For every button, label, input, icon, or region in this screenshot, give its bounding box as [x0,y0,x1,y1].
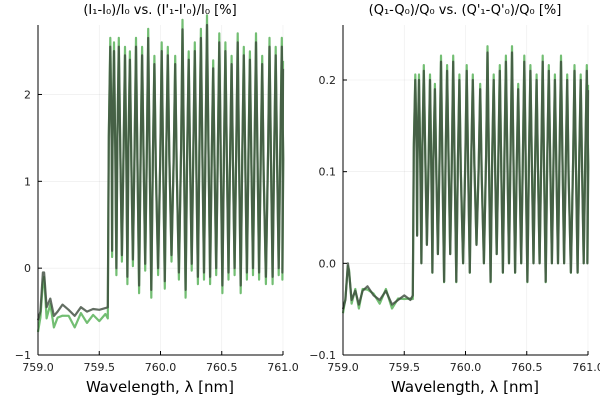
left-x-axis-label: Wavelength, λ [nm] [86,378,234,396]
right-x-tick-label-0: 759.0 [327,361,359,374]
left-y-tick-label-2: 1 [24,175,31,188]
left-x-tick-label-4: 761.0 [267,361,299,374]
left-series-group [36,14,285,333]
right-y-tick-label-0: −0.1 [309,349,336,362]
right-x-axis-label: Wavelength, λ [nm] [391,378,539,396]
right-series-group [341,45,590,314]
right-y-tick-label-3: 0.2 [319,74,337,87]
right-series-line-1 [341,51,590,310]
left-y-tick-label-3: 2 [24,88,31,101]
left-y-tick-label-0: −1 [15,349,31,362]
right-x-tick-label-1: 759.5 [389,361,421,374]
right-x-tick-label-2: 760.0 [450,361,482,374]
left-x-tick-label-1: 759.5 [84,361,116,374]
left-axes: 759.0 759.5 760.0 760.5 761.0 −1 0 1 2 [15,25,299,374]
right-axes: 759.0 759.5 760.0 760.5 761.0 −0.1 0.0 0.1 0.2 [309,25,600,374]
left-x-tick-label-2: 760.0 [145,361,177,374]
right-x-tick-label-3: 760.5 [511,361,543,374]
left-chart-title: (I₁-I₀)/I₀ vs. (I'₁-I'₀)/I₀ [%] [83,3,236,18]
right-x-tick-label-4: 761.0 [572,361,600,374]
left-x-tick-label-0: 759.0 [22,361,54,374]
right-y-tick-label-1: 0.0 [319,257,337,270]
left-x-tick-label-3: 760.5 [206,361,238,374]
right-chart-title: (Q₁-Q₀)/Q₀ vs. (Q'₁-Q'₀)/Q₀ [%] [369,3,562,18]
left-chart: (I₁-I₀)/I₀ vs. (I'₁-I'₀)/I₀ [%] 759.0 759… [15,3,299,396]
right-chart: (Q₁-Q₀)/Q₀ vs. (Q'₁-Q'₀)/Q₀ [%] 759.0 759… [309,3,600,396]
left-y-tick-label-1: 0 [24,262,31,275]
left-series-line-1 [36,23,285,321]
right-y-tick-label-2: 0.1 [319,166,337,179]
